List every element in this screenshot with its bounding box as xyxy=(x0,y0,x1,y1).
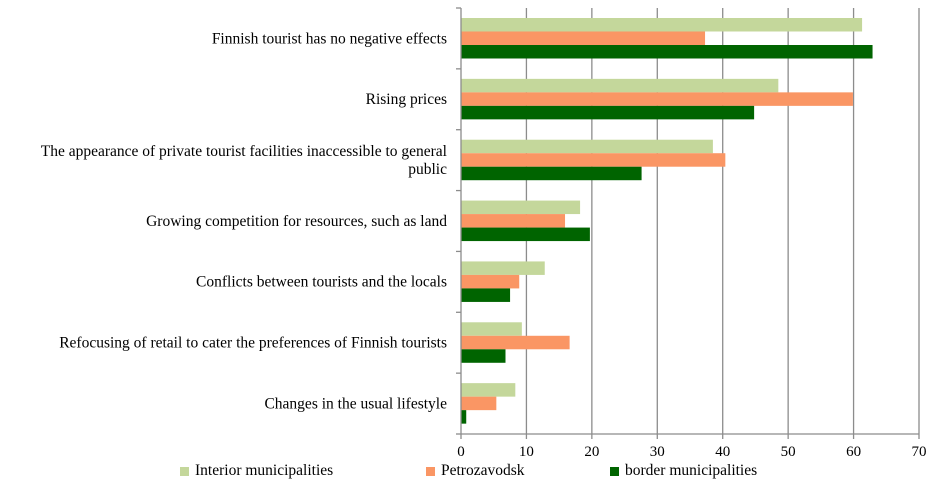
category-label: Rising prices xyxy=(366,91,447,108)
bar-2-1 xyxy=(461,31,706,45)
category-label: The appearance of private tourist facili… xyxy=(41,143,447,178)
legend-label: Interior municipalities xyxy=(195,462,334,479)
bar-2-4 xyxy=(461,214,566,228)
bar-2-2 xyxy=(461,92,853,106)
x-tick-label: 30 xyxy=(650,444,665,460)
x-tick-label: 0 xyxy=(457,444,465,460)
bar-1-7 xyxy=(461,383,516,397)
axes xyxy=(456,7,920,439)
category-labels: Finnish tourist has no negative effects R… xyxy=(41,30,448,412)
legend-label: Petrozavodsk xyxy=(441,462,525,479)
x-tick-label: 10 xyxy=(519,444,534,460)
legend-swatch xyxy=(180,466,189,476)
bar-2-3 xyxy=(461,153,726,167)
bar-3-3 xyxy=(461,166,642,181)
legend: Interior municipalities Petrozavodsk borde… xyxy=(0,462,934,484)
bar-3-7 xyxy=(461,410,467,424)
bar-1-5 xyxy=(461,261,545,275)
bar-2-7 xyxy=(461,396,497,411)
legend-item: Petrozavodsk xyxy=(426,462,525,480)
x-tick-label: 70 xyxy=(912,444,927,460)
category-label: Conflicts between tourists and the local… xyxy=(196,274,447,291)
bar-3-2 xyxy=(461,105,755,120)
category-label: Growing competition for resources, such … xyxy=(146,213,447,230)
legend-swatch xyxy=(610,466,619,476)
bar-1-2 xyxy=(461,78,779,93)
bar-2-5 xyxy=(461,274,520,289)
category-label: Changes in the usual lifestyle xyxy=(264,395,447,412)
bar-3-1 xyxy=(461,45,873,59)
bar-3-6 xyxy=(461,349,506,363)
legend-item: Interior municipalities xyxy=(180,462,333,480)
bar-1-3 xyxy=(461,139,713,154)
x-tick-label: 40 xyxy=(715,444,730,460)
legend-item: border municipalities xyxy=(610,462,757,480)
category-label: Refocusing of retail to cater the prefer… xyxy=(59,335,447,352)
bar-2-6 xyxy=(461,335,570,350)
bar-1-6 xyxy=(461,322,522,336)
x-tick-labels: 0 10 20 30 40 50 60 70 xyxy=(457,444,926,460)
bar-3-4 xyxy=(461,227,590,242)
legend-swatch xyxy=(426,466,435,476)
category-label: Finnish tourist has no negative effects xyxy=(212,30,447,47)
bars xyxy=(461,18,873,424)
x-tick-label: 20 xyxy=(584,444,599,460)
x-tick-label: 50 xyxy=(781,444,796,460)
bar-1-1 xyxy=(461,18,863,32)
bar-1-4 xyxy=(461,200,581,215)
bar-3-5 xyxy=(461,288,511,302)
gridlines xyxy=(525,8,920,434)
legend-label: border municipalities xyxy=(625,462,758,479)
x-tick-label: 60 xyxy=(846,444,861,460)
bar-chart: Finnish tourist has no negative effects R… xyxy=(41,7,927,460)
